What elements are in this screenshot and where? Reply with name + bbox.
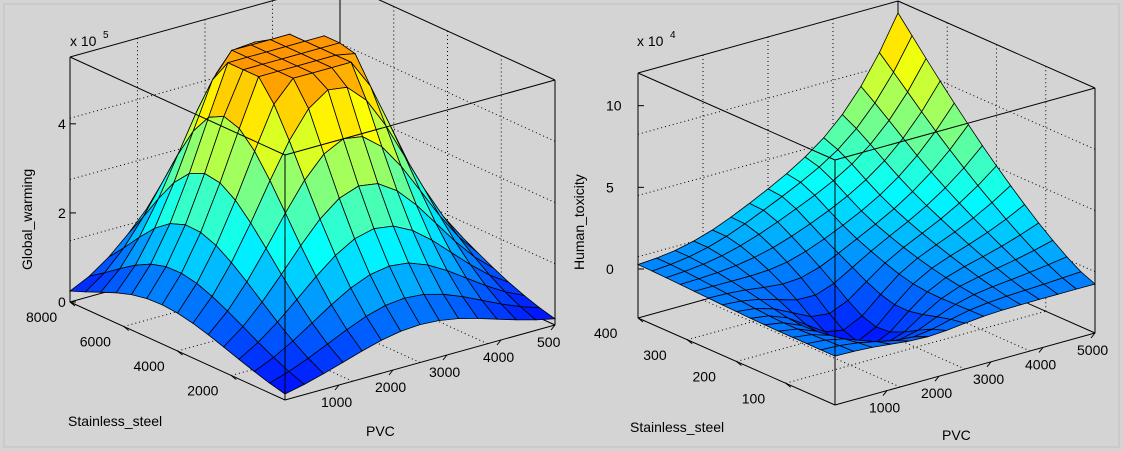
global-warming-exponent-power: 5: [103, 30, 109, 41]
y-tick-label: 8000: [26, 309, 57, 325]
z-tick-label: 5: [606, 179, 614, 195]
box-edge: [897, 0, 1096, 89]
human-toxicity-exponent-base: x 10: [637, 33, 664, 49]
x-tick-label: 1000: [869, 400, 900, 416]
surface-patch: [819, 345, 855, 357]
human-toxicity-front-edges: [637, 72, 1096, 406]
grid-line: [785, 310, 1046, 384]
y-tick: [230, 375, 237, 380]
box-edge: [69, 56, 286, 156]
z-tick-label: 4: [58, 116, 66, 132]
y-tick: [686, 339, 693, 345]
box-edge: [69, 0, 278, 58]
x-tick: [388, 369, 394, 376]
y-tick-label: 6000: [80, 334, 111, 350]
human-toxicity-z-label: Human_toxicity: [571, 174, 587, 270]
x-tick-label: 4000: [483, 349, 514, 365]
human-toxicity-exponent-power: 4: [670, 30, 676, 41]
z-tick-label: 10: [606, 98, 622, 114]
box-edge: [637, 72, 836, 161]
x-tick: [334, 384, 340, 391]
x-tick-label: 5000: [1077, 342, 1108, 358]
y-tick: [785, 382, 792, 388]
y-tick-label: 300: [643, 347, 667, 363]
y-tick: [177, 350, 183, 356]
grid-line: [69, 42, 341, 119]
y-tick: [123, 326, 130, 331]
grid-line: [339, 42, 556, 142]
global-warming-front-edges: [69, 56, 556, 401]
x-tick: [550, 324, 556, 331]
y-tick: [69, 301, 76, 307]
global-warming-z-label: Global_warming: [19, 169, 35, 270]
box-edge: [834, 87, 1096, 161]
global-warming-x-label: PVC: [366, 423, 395, 439]
global-warming-surface: [68, 33, 557, 395]
human-toxicity-surface: [636, 12, 1096, 357]
z-tick-label: 0: [58, 294, 66, 310]
x-tick: [1038, 347, 1044, 353]
x-tick-label: 3000: [429, 364, 460, 380]
y-tick: [637, 317, 644, 323]
grid-line: [637, 61, 899, 135]
x-tick-label: 2000: [375, 379, 406, 395]
x-tick: [986, 361, 992, 368]
x-tick-label: 2000: [921, 385, 952, 401]
box-edge: [637, 0, 899, 74]
x-tick-label: 3000: [973, 371, 1004, 387]
y-tick: [736, 361, 742, 366]
x-tick: [496, 339, 502, 346]
y-tick-label: 100: [742, 390, 766, 406]
box-edge: [284, 79, 556, 156]
z-tick-label: 2: [58, 205, 66, 221]
y-tick-label: 4000: [134, 358, 165, 374]
z-tick-label: 0: [606, 261, 614, 277]
x-tick: [1090, 332, 1096, 339]
x-tick: [442, 354, 448, 361]
x-tick: [934, 375, 940, 382]
box-edge: [378, 0, 556, 81]
x-tick-label: 1000: [321, 394, 352, 410]
x-tick: [882, 390, 888, 396]
x-tick-label: 4000: [1025, 356, 1056, 372]
box-edge: [834, 332, 1096, 406]
y-tick-label: 200: [693, 369, 717, 385]
box-edge: [284, 324, 556, 401]
global-warming-y-label: Stainless_steel: [68, 413, 162, 429]
surface-patch: [268, 371, 306, 395]
human-toxicity-y-label: Stainless_steel: [630, 419, 724, 435]
x-tick-label: 500: [537, 334, 561, 350]
y-tick-label: 2000: [187, 383, 218, 399]
y-tick-label: 400: [594, 325, 618, 341]
global-warming-exponent-base: x 10: [70, 33, 97, 49]
human-toxicity-x-label: PVC: [942, 427, 971, 443]
